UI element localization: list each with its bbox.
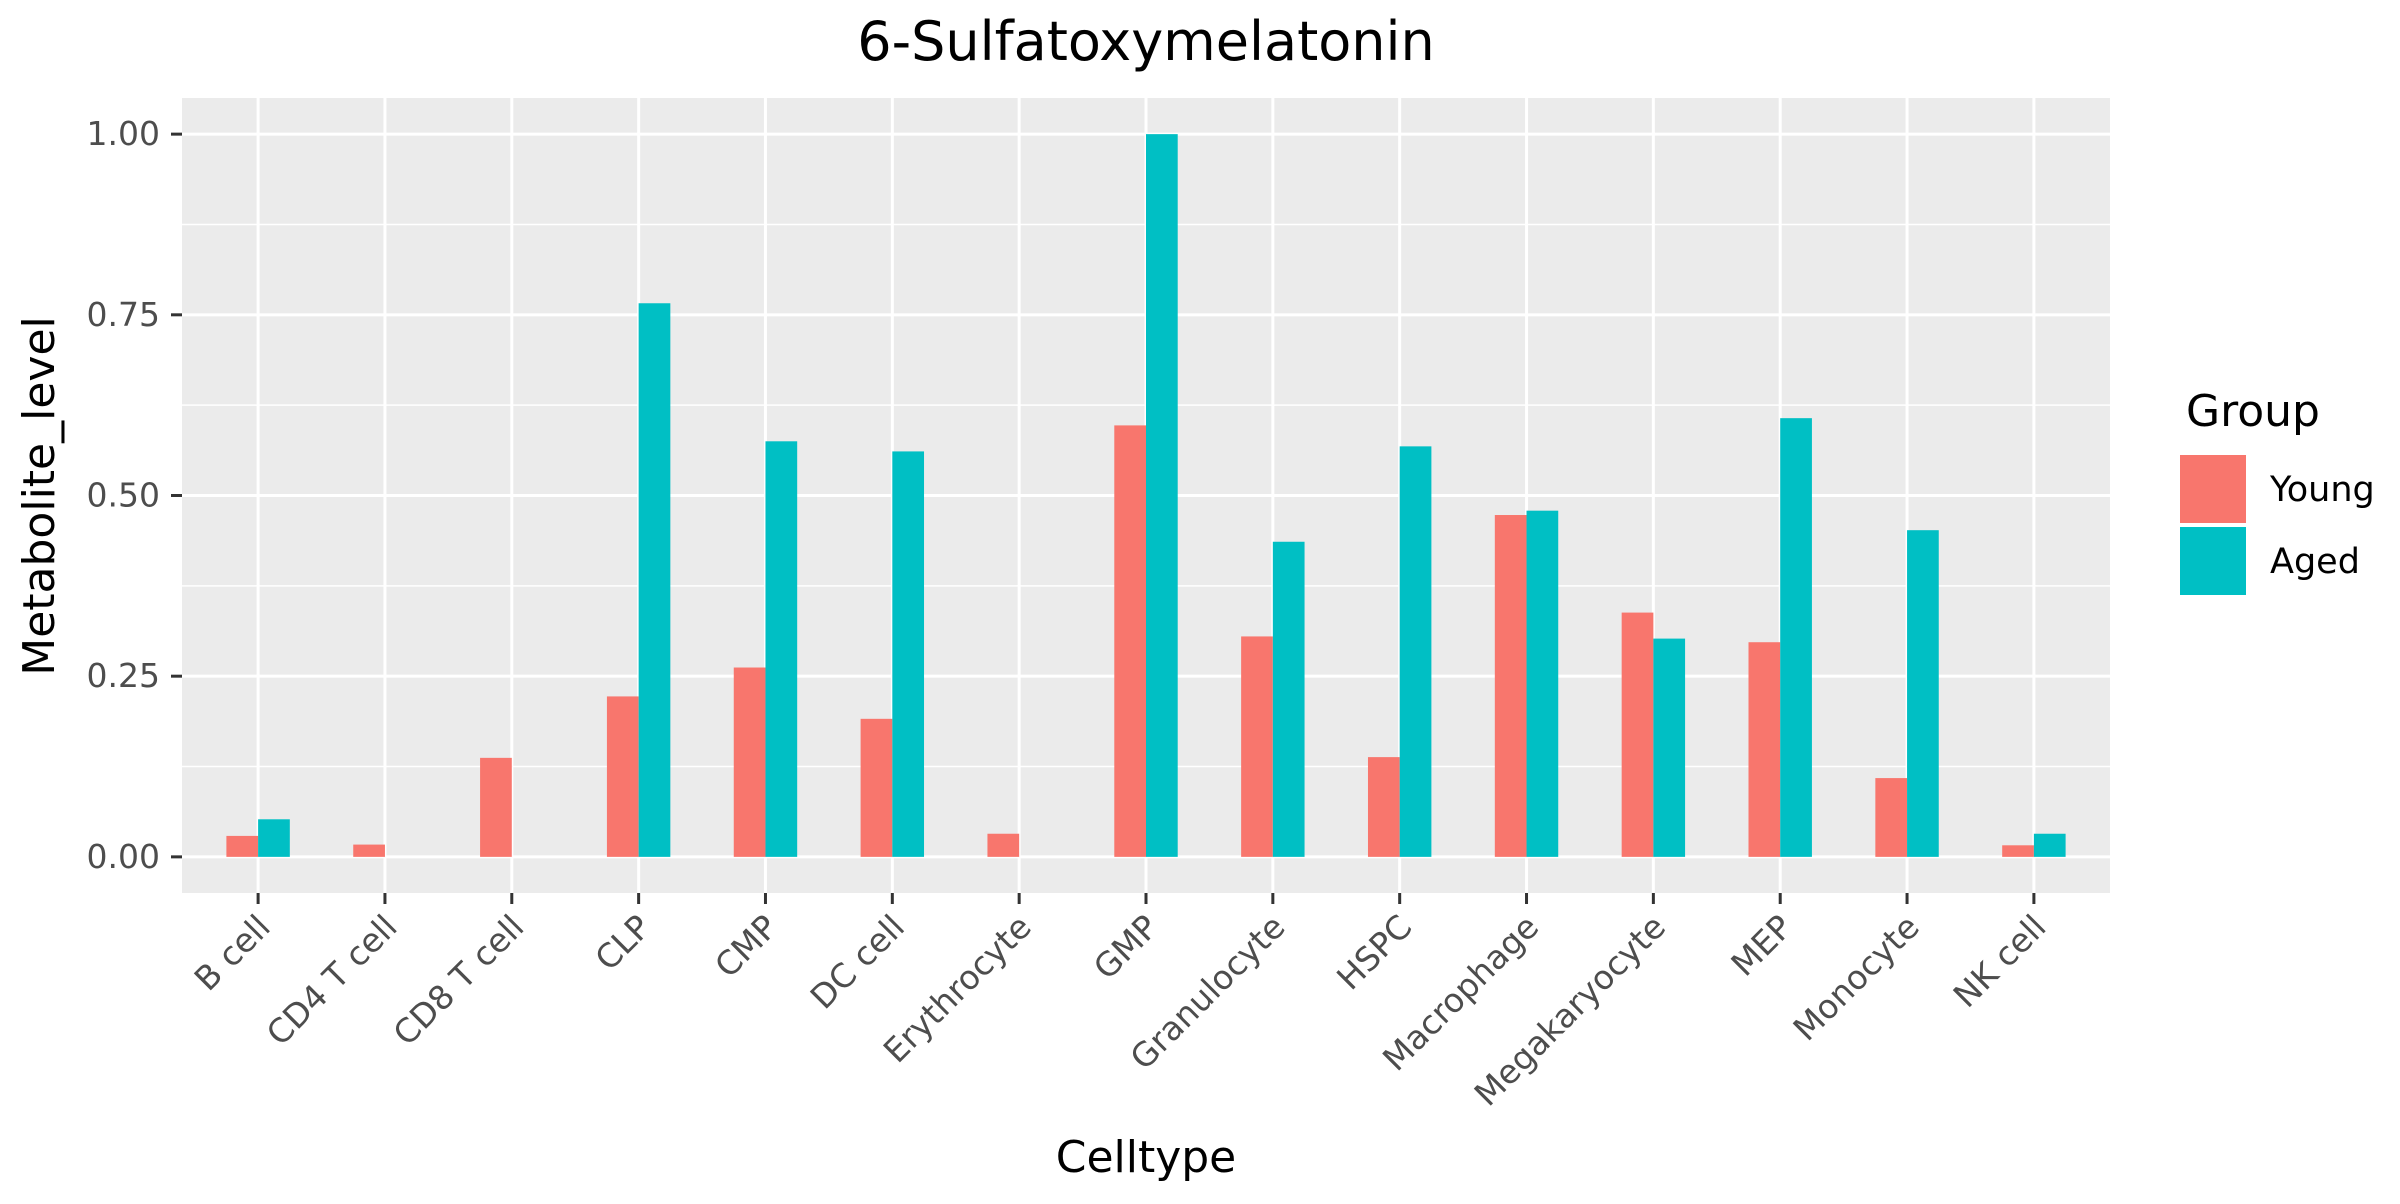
x-tick-label: CD8 T cell: [386, 907, 532, 1053]
x-tick-label: DC cell: [803, 907, 912, 1016]
legend-label-young: Young: [2269, 470, 2375, 510]
bar-young-clp: [606, 696, 639, 857]
bar-young-hspc: [1367, 757, 1400, 857]
bar-young-b-cell: [226, 835, 259, 857]
x-tick-label: CD4 T cell: [259, 907, 405, 1053]
bar-young-mep: [1748, 642, 1781, 857]
bar-aged-nk-cell: [2033, 833, 2066, 857]
bar-young-cd4-t-cell: [353, 844, 385, 857]
x-axis-title: Celltype: [1056, 1132, 1237, 1183]
bar-aged-granulocyte: [1272, 541, 1305, 857]
x-tick-label: CMP: [707, 907, 785, 985]
y-tick-label: 0.25: [87, 656, 160, 695]
y-tick-label: 0.00: [87, 837, 160, 876]
y-tick-label: 0.50: [87, 476, 160, 515]
bar-young-macrophage: [1494, 515, 1527, 857]
legend: Group Young Aged: [2180, 386, 2375, 595]
y-tick-label: 1.00: [87, 114, 160, 153]
bar-aged-macrophage: [1526, 510, 1559, 857]
x-tick-label: NK cell: [1946, 907, 2054, 1015]
y-tick-label: 0.75: [87, 295, 160, 334]
bar-aged-mep: [1780, 418, 1812, 857]
bar-young-dc-cell: [860, 718, 893, 857]
x-tick-label: HSPC: [1329, 907, 1419, 997]
x-tick-label: CLP: [587, 907, 658, 978]
legend-key-aged: [2180, 527, 2246, 595]
bar-aged-monocyte: [1907, 530, 1939, 857]
x-tick-label: B cell: [187, 907, 278, 998]
x-tick-label: Monocyte: [1786, 907, 1927, 1048]
bars: [226, 134, 2066, 857]
bar-aged-clp: [638, 303, 671, 857]
x-tick-label: GMP: [1086, 907, 1166, 987]
bar-aged-hspc: [1399, 446, 1432, 857]
bar-aged-dc-cell: [892, 451, 925, 857]
bar-aged-b-cell: [258, 819, 290, 857]
legend-title: Group: [2186, 386, 2320, 437]
chart-title: 6-Sulfatoxymelatonin: [857, 10, 1435, 73]
bar-young-megakaryocyte: [1621, 612, 1654, 857]
x-tick-label: MEP: [1723, 907, 1800, 984]
bar-young-monocyte: [1875, 778, 1908, 857]
y-axis-title: Metabolite_level: [14, 316, 65, 676]
bar-young-gmp: [1114, 425, 1146, 857]
bar-young-granulocyte: [1241, 636, 1273, 857]
legend-label-aged: Aged: [2270, 542, 2360, 582]
bar-young-nk-cell: [2002, 845, 2034, 857]
bar-aged-gmp: [1146, 134, 1178, 857]
y-axis: 0.00 0.25 0.50 0.75 1.00: [87, 114, 182, 876]
bar-young-cd8-t-cell: [480, 757, 512, 857]
bar-aged-megakaryocyte: [1653, 638, 1686, 857]
legend-key-young: [2180, 455, 2246, 523]
bar-aged-cmp: [765, 441, 798, 857]
bar-young-cmp: [733, 667, 766, 857]
bar-young-erythrocyte: [987, 833, 1020, 857]
